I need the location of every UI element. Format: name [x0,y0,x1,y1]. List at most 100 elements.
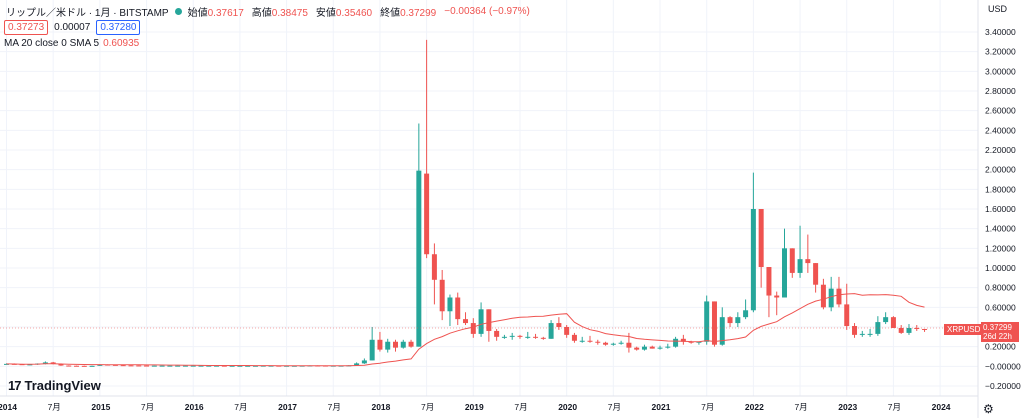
candle-body [634,347,640,350]
candle-body [603,342,609,345]
candle-body [463,319,469,324]
candle-body [533,336,539,338]
candle [649,345,655,349]
candle-body [27,364,33,366]
candle-body [159,365,165,367]
candle-body [486,309,492,331]
candle-body [120,365,126,367]
candle-body [136,365,142,367]
time-axis[interactable]: 2014 7月 2015 7月 2016 7月 2017 7月 2018 7月 2019 7月 2020… [0,402,951,412]
candle-body [431,254,437,280]
price-tick-label: 1.20000 [985,243,1016,253]
symbol-legend: リップル／米ドル · 1月 · BITSTAMP 始値0.37617 高値0.3… [6,4,532,19]
candle-body [229,365,235,367]
candle-body [836,288,842,305]
candle-body [525,336,531,338]
candle-body [214,365,220,367]
symbol-price-tag: XRPUSD [944,324,984,335]
symbol-title[interactable]: リップル／米ドル · 1月 · BITSTAMP [6,8,169,19]
candle [571,332,577,343]
ohlc-close: 終値0.37299 [380,4,438,19]
candle-body [571,334,577,341]
candle-body [393,341,398,348]
candle [906,324,912,335]
candle-body [455,297,461,320]
candle-body [97,364,103,366]
candle-body [66,365,72,367]
price-tick-label: 1.40000 [985,224,1016,234]
price-tick-label: 3.00000 [985,66,1016,76]
candle-body [735,317,741,324]
candle [727,316,733,327]
time-tick-label: 2016 [185,402,204,412]
candle [680,334,686,345]
candle-body [688,341,694,343]
time-tick-label: 2019 [465,402,484,412]
time-tick-label: 7月 [328,402,341,412]
candle-body [595,341,601,343]
candle [844,283,850,330]
candle [89,365,95,367]
candle-body [144,365,150,367]
candle [151,365,157,367]
low-value: 0.35460 [335,8,373,19]
candle [587,335,593,343]
candle-body [805,259,811,264]
candle [159,365,165,367]
candle-body [190,365,196,367]
candle-body [112,364,118,366]
candle-body [206,365,212,367]
candle-body [268,365,274,367]
buy-price-button[interactable]: 0.37280 [96,20,141,35]
low-label: 安値 [315,8,336,19]
candle-body [898,327,904,333]
candle-body [750,209,756,311]
candle [486,309,492,342]
candle-body [564,327,570,335]
candle-body [361,360,367,364]
candle [914,325,920,331]
candle [610,342,616,346]
candle-body [50,362,56,364]
currency-label[interactable]: USD [988,4,1008,14]
time-tick-label: 2014 [0,402,17,412]
indicator-legend[interactable]: MA 20 close 0 SMA 5 0.60935 [4,38,139,49]
candle-body [852,326,858,335]
candle [540,336,546,340]
last-price-value: 0.37299 [983,323,1012,332]
tradingview-logo-text: TradingView [24,378,101,393]
candle [74,365,80,367]
candle [400,339,406,349]
candle-body [696,341,702,343]
tradingview-logo[interactable]: 17 TradingView [8,378,101,393]
candle [447,294,453,327]
candle-body [719,317,725,345]
candle-body [221,365,227,367]
candle-body [922,328,928,330]
candle [758,209,764,288]
candle [424,39,430,259]
candle-body [727,317,733,324]
price-tick-label: 1.00000 [985,263,1016,273]
time-tick-label: 7月 [48,402,61,412]
gear-icon[interactable]: ⚙ [983,402,994,416]
candle-body [501,336,507,338]
candle-body [774,295,780,298]
close-label: 終値 [380,8,401,19]
ma-line [6,293,925,367]
sell-price-button[interactable]: 0.37273 [4,20,49,35]
candle [385,338,391,353]
candle-body [237,365,243,367]
spread-value: 0.00007 [54,22,91,33]
candle-body [813,263,819,285]
ma-value: 0.60935 [103,38,140,49]
candle-body [890,317,896,328]
candle [431,243,437,305]
candle-body [680,338,686,342]
candle-body [175,365,181,367]
candle [136,365,142,367]
candle-body [42,362,48,364]
market-status-icon [174,8,182,15]
